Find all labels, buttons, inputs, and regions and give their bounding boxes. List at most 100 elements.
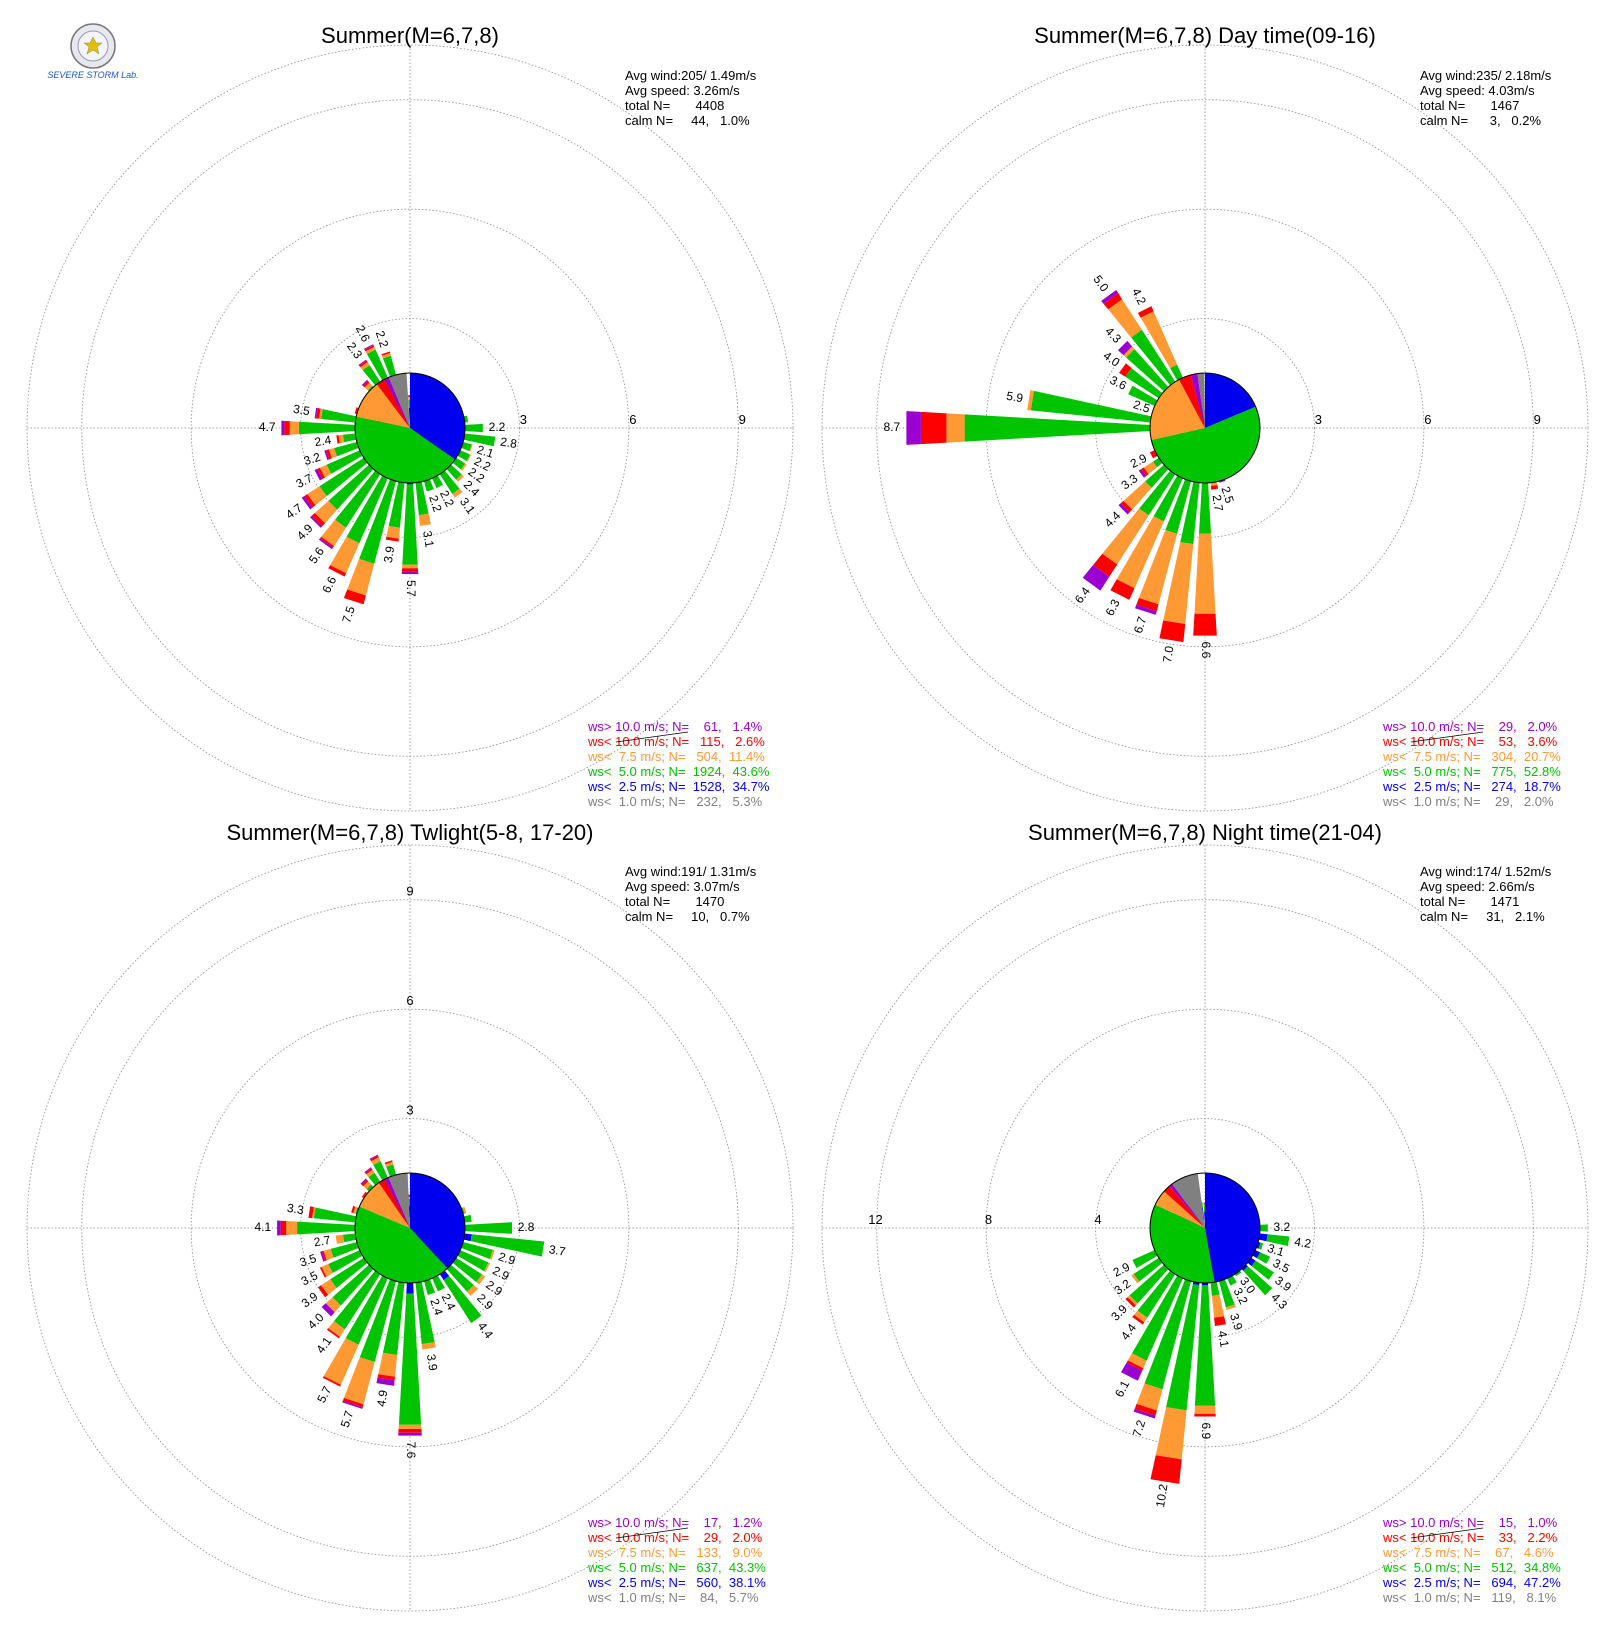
bar-segment	[385, 536, 399, 542]
bar-segment	[321, 1279, 337, 1295]
bar-value-label: 3.3	[286, 1201, 305, 1217]
bar-segment	[298, 421, 369, 435]
bar-segment	[1133, 1409, 1156, 1419]
bar-segment	[1129, 1259, 1174, 1304]
bar-value-label: 4.2	[1129, 286, 1149, 308]
bar-segment	[361, 1179, 369, 1187]
bar-segment	[484, 1262, 491, 1273]
bar-segment	[354, 407, 359, 414]
ring-label: 8	[985, 1212, 992, 1227]
pie-slice	[388, 1173, 410, 1228]
bar-value-label: 2.2	[426, 493, 445, 514]
ring-label: 9	[1534, 412, 1541, 427]
bar-segment	[320, 1251, 325, 1262]
bar-value-label: 4.7	[283, 500, 305, 521]
bar-value-label: 2.8	[518, 1220, 535, 1234]
bar-value-label: 6.4	[1072, 584, 1093, 606]
bar-value-label: 3.9	[1272, 1273, 1294, 1294]
bar-value-label: 2.4	[427, 1297, 446, 1318]
wind-rose-panel: 3 6 92.52.76.67.06.76.36.44.43.32.98.75.92…	[821, 23, 1589, 812]
legend-entry: ws< 1.0 m/s; N= 84, 5.7%	[587, 1590, 759, 1605]
bar-value-label: 2.9	[497, 1249, 518, 1268]
bar-segment	[402, 484, 418, 565]
bar-segment	[1210, 485, 1219, 490]
bar-segment	[365, 1168, 373, 1175]
bar-segment	[1194, 1413, 1216, 1417]
bar-segment	[378, 1352, 398, 1377]
bar-value-label: 4.3	[1268, 1290, 1290, 1312]
bar-segment	[1138, 530, 1178, 605]
bar-segment	[1225, 1304, 1236, 1310]
bar-segment	[456, 474, 464, 482]
bar-segment	[1136, 598, 1159, 612]
pie-slice	[384, 377, 410, 428]
bar-segment	[326, 1328, 340, 1339]
bar-value-label: 5.7	[314, 1384, 334, 1406]
bar-segment	[376, 1377, 395, 1386]
bar-segment	[401, 568, 419, 572]
bar-value-label: 6.3	[1103, 597, 1123, 619]
bar-value-label: 2.7	[313, 1233, 332, 1249]
bar-segment	[1136, 1383, 1163, 1411]
range-ring	[190, 208, 630, 648]
legend-strike	[1410, 1527, 1484, 1539]
bar-segment	[1257, 1252, 1271, 1264]
bar-value-label: 2.9	[1111, 1259, 1133, 1279]
ring-label: 3	[520, 412, 527, 427]
bar-value-label: 7.5	[339, 604, 358, 625]
bar-value-label: 2.5	[1218, 485, 1237, 506]
ring-label: 3	[406, 1103, 413, 1118]
bar-segment	[328, 448, 337, 459]
bar-value-label: 4.4	[475, 1319, 496, 1341]
bar-segment	[351, 1205, 356, 1213]
range-ring	[26, 844, 794, 1612]
legend-entry: ws< 5.0 m/s; N= 637, 43.3%	[587, 1560, 766, 1575]
pie-slice	[388, 373, 410, 428]
bar-segment	[314, 468, 323, 481]
legend-entry: ws< 2.5 m/s; N= 274, 18.7%	[1382, 779, 1561, 794]
stats-line: Avg speed: 4.03m/s	[1420, 83, 1535, 98]
bar-value-label: 6.9	[1199, 1422, 1213, 1439]
bar-segment	[1102, 508, 1149, 565]
bar-segment	[345, 1272, 390, 1345]
bar-segment	[280, 1220, 287, 1236]
bar-value-label: 4.3	[1102, 324, 1124, 346]
bar-segment	[369, 1154, 379, 1160]
bar-segment	[323, 1248, 334, 1261]
bar-segment	[1199, 446, 1211, 534]
bar-segment	[414, 472, 429, 516]
ring-label: 12	[868, 1212, 882, 1227]
bar-segment	[328, 457, 381, 510]
bar-value-label: 2.6	[353, 323, 373, 345]
bar-segment	[364, 1167, 372, 1173]
bar-segment	[332, 1258, 380, 1306]
legend-entry: ws< 1.0 m/s; N= 232, 5.3%	[587, 794, 763, 809]
bar-value-label: 2.4	[314, 433, 333, 449]
bar-segment	[381, 352, 391, 359]
bar-segment	[1150, 1455, 1182, 1484]
bar-value-label: 3.7	[548, 1242, 567, 1258]
bar-segment	[385, 1161, 394, 1167]
stats-line: calm N= 3, 0.2%	[1420, 113, 1541, 128]
bar-segment	[1101, 290, 1119, 304]
bar-segment	[906, 411, 921, 445]
bar-value-label: 2.8	[499, 435, 518, 451]
bar-segment	[358, 359, 367, 366]
bar-segment	[297, 1221, 367, 1235]
bar-value-label: 3.2	[1112, 1276, 1134, 1297]
ring-label: 9	[739, 412, 746, 427]
bar-segment	[1243, 1266, 1273, 1296]
bar-segment	[1211, 1294, 1225, 1318]
bar-segment	[1108, 299, 1142, 338]
bar-value-label: 2.7	[1209, 494, 1225, 513]
bar-segment	[333, 1264, 385, 1330]
pie-slice	[1164, 1186, 1205, 1228]
pie-slice	[1155, 1191, 1205, 1228]
bar-segment	[321, 519, 346, 547]
ring-label: 4	[1094, 1212, 1101, 1227]
bar-value-label: 4.4	[1102, 508, 1124, 530]
ring-label: 6	[1424, 412, 1431, 427]
bar-segment	[301, 496, 313, 510]
bar-segment	[343, 589, 366, 605]
